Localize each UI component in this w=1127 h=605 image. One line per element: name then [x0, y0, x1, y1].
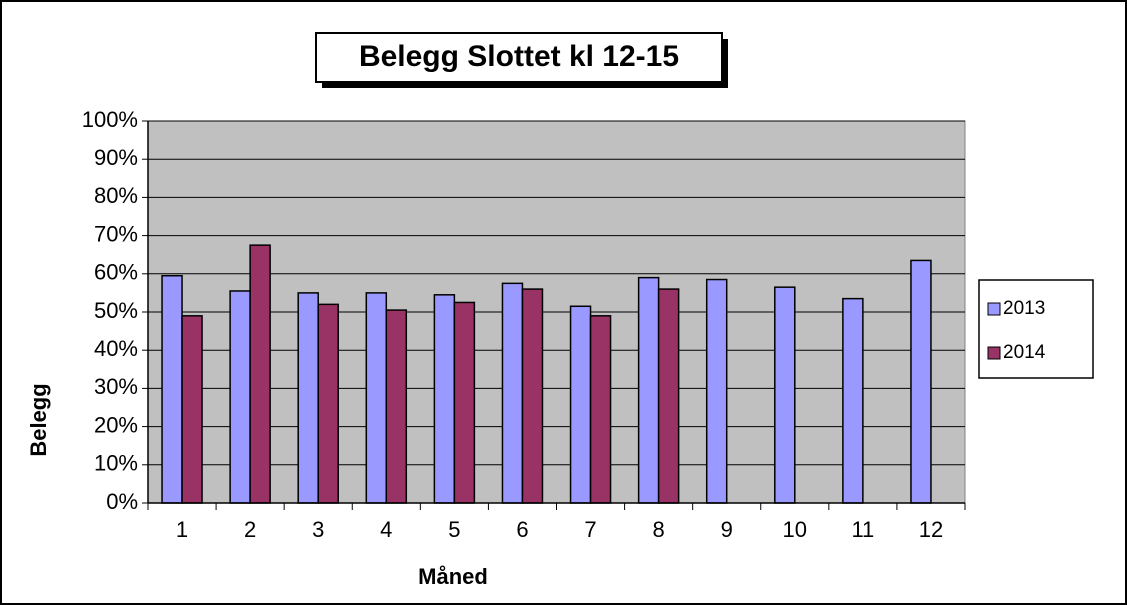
- bar: [181, 315, 203, 504]
- legend-swatch: [987, 302, 1001, 316]
- y-tick-label: 40%: [94, 336, 138, 361]
- y-tick-label: 90%: [94, 145, 138, 170]
- x-tick-label: 5: [448, 517, 460, 542]
- y-tick-label: 80%: [94, 183, 138, 208]
- x-tick-label: 11: [851, 517, 874, 542]
- bar: [910, 259, 932, 504]
- bar: [657, 288, 680, 504]
- bar: [161, 274, 183, 504]
- chart-title: Belegg Slottet kl 12-15: [359, 40, 679, 73]
- y-tick-label: 0%: [106, 489, 138, 514]
- bar: [521, 288, 544, 504]
- x-tick-label: 6: [516, 517, 528, 542]
- y-tick-label: 70%: [94, 221, 138, 246]
- x-tick-label: 9: [721, 517, 733, 542]
- bar: [501, 282, 524, 504]
- x-tick-label: 1: [176, 517, 188, 542]
- y-axis-label: Belegg: [26, 383, 51, 456]
- y-tick-label: 20%: [94, 412, 138, 437]
- bar: [842, 297, 864, 504]
- bar: [589, 315, 612, 504]
- y-tick-label: 100%: [82, 107, 138, 132]
- legend-box: [978, 279, 1094, 379]
- bar: [433, 294, 456, 504]
- bar: [774, 286, 796, 504]
- bar: [249, 244, 271, 504]
- y-tick-label: 10%: [94, 451, 138, 476]
- x-tick-label: 3: [312, 517, 324, 542]
- bar: [705, 278, 728, 504]
- title-box: [315, 32, 723, 83]
- bar: [365, 292, 388, 504]
- bar: [569, 305, 592, 504]
- y-tick-label: 50%: [94, 298, 138, 323]
- bar: [637, 276, 660, 504]
- bar: [297, 292, 319, 504]
- x-tick-label: 4: [380, 517, 392, 542]
- x-tick-label: 2: [244, 517, 256, 542]
- y-tick-label: 60%: [94, 260, 138, 285]
- x-tick-label: 8: [653, 517, 665, 542]
- bar: [385, 309, 408, 504]
- x-tick-label: 10: [783, 517, 807, 542]
- x-tick-label: 7: [584, 517, 596, 542]
- legend-label: 2013: [1003, 298, 1045, 319]
- legend-label: 2014: [1003, 342, 1046, 363]
- x-tick-label: 12: [919, 517, 943, 542]
- y-tick-label: 30%: [94, 374, 138, 399]
- bar: [229, 290, 251, 504]
- x-axis-label: Måned: [418, 564, 488, 589]
- bar: [317, 303, 339, 504]
- bar: [453, 301, 476, 504]
- legend-swatch: [987, 346, 1001, 360]
